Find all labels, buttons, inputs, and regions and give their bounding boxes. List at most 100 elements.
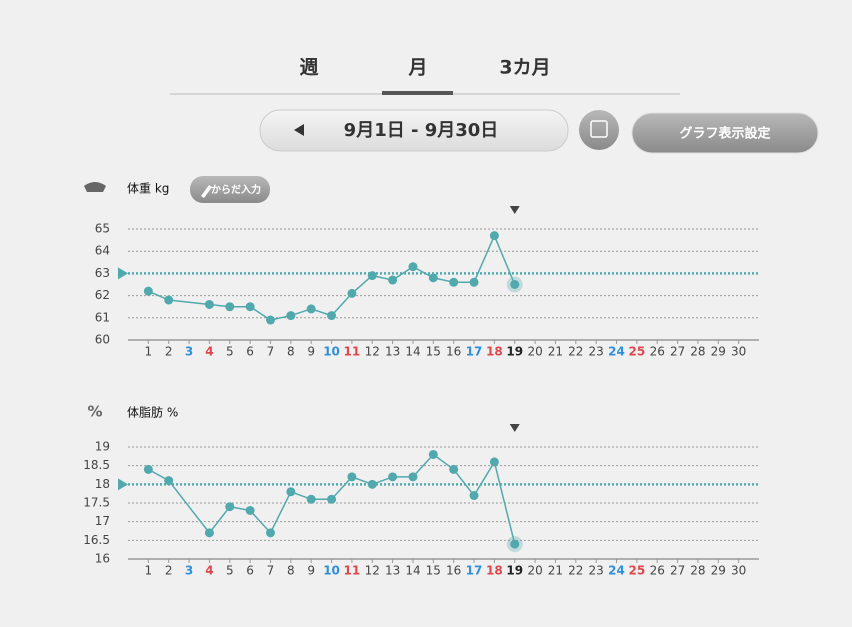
data-point [143,286,153,296]
x-tick-label: 28 [690,564,705,578]
scale-icon [84,182,106,192]
tab[interactable]: 週 [299,57,318,79]
y-tick-label: 16.5 [83,533,110,547]
data-point [510,280,520,289]
y-tick-label: 65 [95,222,110,236]
data-point [367,479,377,489]
x-tick-label: 7 [267,564,275,578]
x-tick-label: 11 [344,564,361,578]
x-tick-label: 16 [446,345,461,359]
data-point [225,502,235,512]
prev-arrow[interactable] [294,124,304,136]
x-tick-label: 18 [486,345,503,359]
x-tick-label: 4 [205,345,213,359]
x-tick-label: 9 [307,345,315,359]
y-tick-label: 63 [95,266,110,280]
chart-title: 体脂肪 % [127,405,178,420]
y-tick-label: 18.5 [83,458,110,472]
x-tick-label: 23 [589,564,604,578]
x-tick-label: 27 [670,345,685,359]
data-point [164,476,174,486]
data-point [408,262,418,272]
x-tick-label: 13 [385,564,400,578]
x-tick-label: 17 [466,564,483,578]
data-point [347,472,357,482]
data-point [428,273,438,283]
x-tick-label: 6 [246,564,254,578]
x-tick-label: 21 [548,345,563,359]
input-label: からだ入力 [211,183,261,196]
x-tick-label: 26 [650,345,665,359]
x-tick-label: 16 [446,564,461,578]
x-tick-label: 7 [267,345,275,359]
x-tick-label: 22 [568,345,583,359]
x-tick-label: 1 [145,345,153,359]
today-marker [509,206,520,214]
settings-button[interactable] [631,112,819,154]
x-tick-label: 22 [568,564,583,578]
target-marker [118,478,128,491]
x-tick-label: 18 [486,564,503,578]
y-tick-label: 62 [95,288,110,302]
x-tick-label: 17 [466,345,483,359]
x-tick-label: 11 [344,345,361,359]
data-point [245,505,255,515]
x-tick-label: 29 [711,345,726,359]
data-point [428,449,438,459]
data-point [408,472,418,482]
input-button[interactable] [190,176,270,203]
data-point [286,311,296,321]
data-point [225,302,235,312]
y-tick-label: 18 [95,477,110,491]
data-point [388,472,398,482]
y-tick-label: 64 [95,244,110,258]
x-tick-label: 12 [365,564,380,578]
y-tick-label: 17.5 [83,496,110,510]
y-tick-label: 19 [95,440,110,454]
x-tick-label: 3 [185,345,193,359]
data-point [489,457,499,467]
date-range: 9月1日 - 9月30日 [344,120,499,141]
data-point [469,491,479,501]
x-tick-label: 24 [608,345,625,359]
tab[interactable]: 3カ月 [499,57,550,79]
data-point [306,494,316,504]
calendar-button[interactable] [579,110,619,150]
x-tick-label: 28 [690,345,705,359]
date-pill [259,109,569,152]
data-point [286,487,296,497]
tab-underline [382,91,453,95]
data-point [265,315,275,325]
settings-label: グラフ表示設定 [679,126,770,142]
y-tick-label: 61 [95,310,110,324]
y-tick-label: 60 [95,333,110,347]
x-tick-label: 10 [323,345,340,359]
data-point [245,302,255,312]
x-tick-label: 5 [226,564,234,578]
data-point [367,271,377,281]
data-point [265,528,275,538]
x-tick-label: 13 [385,345,400,359]
x-tick-label: 25 [629,564,646,578]
x-tick-label: 21 [548,564,563,578]
x-tick-label: 14 [405,345,420,359]
tab[interactable]: 月 [407,57,427,79]
x-tick-label: 30 [731,564,746,578]
data-point [204,528,214,538]
data-point [388,275,398,285]
x-tick-label: 8 [287,345,295,359]
data-point [469,277,479,287]
today-marker [509,424,520,432]
data-point [327,494,337,504]
x-tick-label: 24 [608,564,625,578]
x-tick-label: 6 [246,345,254,359]
data-point [510,539,520,549]
x-tick-label: 5 [226,345,234,359]
data-line [147,453,516,545]
x-tick-label: 2 [165,564,173,578]
x-tick-label: 9 [307,564,315,578]
y-tick-label: 17 [95,514,110,528]
x-tick-label: 19 [506,345,523,359]
